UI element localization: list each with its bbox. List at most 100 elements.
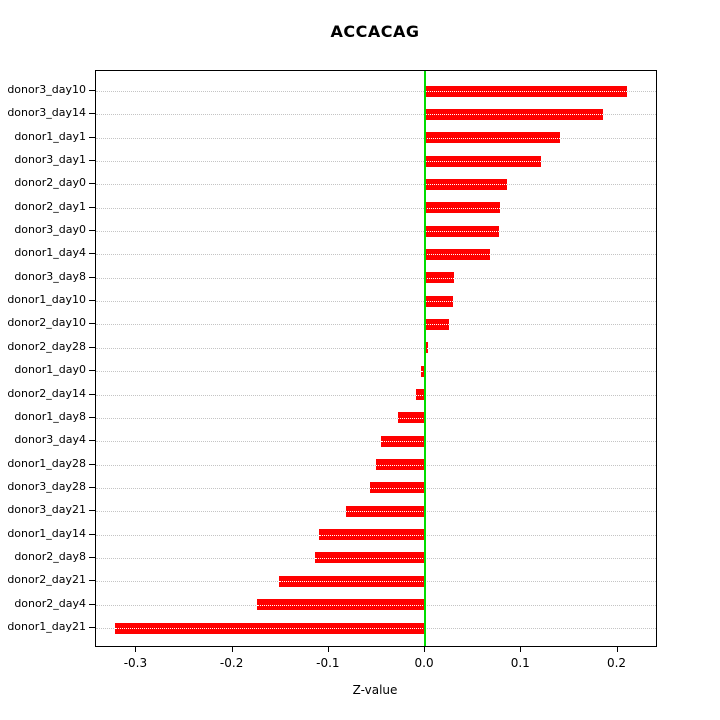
y-axis-label: donor2_day21 <box>7 573 86 587</box>
y-axis-label: donor3_day0 <box>14 223 86 237</box>
bar-hatch-line <box>425 137 560 139</box>
plot-area <box>95 70 657 647</box>
y-axis-label: donor3_day21 <box>7 503 86 517</box>
bar-hatch-line <box>425 231 500 233</box>
y-axis-label: donor1_day0 <box>14 363 86 377</box>
gridline <box>96 184 656 186</box>
bar-donor1_day28 <box>376 459 426 471</box>
y-axis-tick <box>89 463 95 465</box>
gridline <box>96 441 656 443</box>
y-axis-tick <box>89 393 95 395</box>
y-axis-tick <box>89 627 95 628</box>
y-axis-label: donor2_day28 <box>7 339 86 353</box>
bar-donor3_day10 <box>425 85 628 97</box>
bar-hatch-line <box>319 534 426 536</box>
bar-hatch-line <box>370 487 426 489</box>
gridline <box>96 207 656 209</box>
x-tick-label: 0.1 <box>510 656 530 670</box>
bar-hatch-line <box>278 581 426 583</box>
bar-hatch-line <box>425 207 501 209</box>
chart-title: ACCACAG <box>330 22 420 41</box>
bar-hatch-line <box>425 114 604 116</box>
gridline <box>96 277 656 279</box>
y-axis-tick <box>89 160 95 162</box>
bar-donor1_day1 <box>425 132 560 144</box>
bar-hatch-line <box>376 464 426 466</box>
bar-hatch-line <box>398 417 426 419</box>
gridline <box>96 324 656 326</box>
y-axis-label: donor3_day8 <box>14 269 86 283</box>
y-axis-label: donor3_day10 <box>7 83 86 96</box>
y-axis-tick <box>89 346 95 348</box>
bar-donor2_day0 <box>425 178 507 190</box>
bar-donor1_day10 <box>425 295 453 307</box>
y-axis-label: donor2_day1 <box>14 199 86 213</box>
bar-hatch-line <box>425 301 453 303</box>
bar-donor2_day10 <box>425 318 450 330</box>
x-tick-label: 0.2 <box>606 656 627 670</box>
x-axis-tick <box>135 646 137 652</box>
zero-reference-line <box>424 71 427 646</box>
bar-hatch-line <box>346 511 426 513</box>
gridline <box>96 231 656 233</box>
y-axis-tick <box>89 416 95 418</box>
y-axis-tick <box>89 556 95 558</box>
bar-donor3_day14 <box>425 108 604 120</box>
y-axis-label: donor1_day14 <box>7 526 86 540</box>
bar-donor2_day21 <box>278 575 426 587</box>
y-axis-label: donor3_day14 <box>7 106 86 120</box>
gridline <box>96 371 656 373</box>
y-axis-label: donor3_day1 <box>14 153 86 167</box>
y-axis-tick <box>89 276 95 278</box>
bar-donor3_day21 <box>346 505 426 517</box>
bar-donor2_day28 <box>425 342 428 354</box>
bar-donor1_day21 <box>115 622 426 634</box>
gridline <box>96 394 656 396</box>
y-axis-label: donor2_day14 <box>7 386 86 400</box>
y-axis-tick <box>89 580 95 582</box>
bar-donor3_day4 <box>380 435 426 447</box>
bar-hatch-line <box>421 371 426 373</box>
y-axis-tick <box>89 440 95 442</box>
bar-hatch-line <box>425 254 491 256</box>
y-axis-tick <box>89 136 95 138</box>
bar-donor3_day0 <box>425 225 500 237</box>
bar-donor1_day0 <box>421 365 426 377</box>
y-axis-tick <box>89 113 95 115</box>
y-axis-tick <box>89 323 95 325</box>
y-axis-tick <box>89 603 95 605</box>
bar-donor1_day8 <box>398 412 426 424</box>
bar-hatch-line <box>425 324 450 326</box>
bar-hatch-line <box>425 161 541 163</box>
y-axis-tick <box>89 183 95 185</box>
bar-hatch-line <box>416 394 426 396</box>
gridline <box>96 417 656 419</box>
y-axis-label: donor2_day8 <box>14 549 86 563</box>
bar-donor3_day8 <box>425 272 454 284</box>
gridline <box>96 161 656 163</box>
y-axis-label: donor1_day28 <box>7 456 86 470</box>
gridline <box>96 114 656 116</box>
bar-donor2_day14 <box>416 389 426 401</box>
bar-donor2_day4 <box>256 599 426 611</box>
x-axis-tick <box>424 646 426 652</box>
y-axis-tick <box>89 486 95 488</box>
y-axis-label: donor1_day4 <box>14 246 86 260</box>
bar-donor3_day1 <box>425 155 541 167</box>
x-tick-label: -0.2 <box>219 656 244 670</box>
bar-hatch-line <box>380 441 426 443</box>
y-axis-tick <box>89 510 95 512</box>
y-axis-tick <box>89 230 95 232</box>
y-axis-label: donor2_day0 <box>14 176 86 190</box>
y-axis-tick <box>89 90 95 91</box>
bar-hatch-line <box>256 604 426 606</box>
y-axis-label: donor1_day1 <box>14 129 86 143</box>
gridline <box>96 137 656 139</box>
y-axis-label: donor3_day4 <box>14 433 86 447</box>
y-axis-tick <box>89 253 95 255</box>
bar-donor2_day1 <box>425 202 501 214</box>
y-axis-tick <box>89 206 95 208</box>
bar-hatch-line <box>425 347 428 349</box>
y-axis-tick <box>89 300 95 302</box>
